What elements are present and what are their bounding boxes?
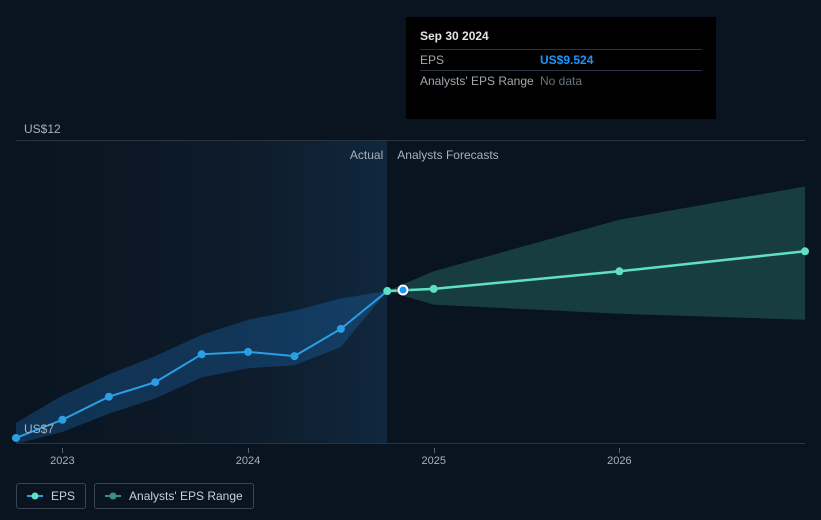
legend-label: Analysts' EPS Range [129,489,243,503]
x-tick [619,448,620,453]
x-axis: 2023202420252026 [16,448,805,462]
tooltip-row-range: Analysts' EPS Range No data [420,70,702,91]
tooltip-value: No data [540,74,582,88]
tooltip-row-eps: EPS US$9.524 [420,49,702,70]
x-axis-label: 2026 [607,455,631,467]
x-axis-line [16,443,805,444]
x-axis-label: 2024 [236,455,260,467]
x-axis-label: 2025 [421,455,445,467]
legend-swatch-eps [27,490,43,502]
tooltip-title: Sep 30 2024 [420,29,702,43]
tooltip-key: Analysts' EPS Range [420,74,540,88]
tooltip-key: EPS [420,53,540,67]
split-label-actual: Actual [337,148,383,162]
legend-item-eps[interactable]: EPS [16,483,86,509]
plot-area[interactable] [16,140,805,443]
x-tick [248,448,249,453]
x-tick [434,448,435,453]
legend: EPS Analysts' EPS Range [16,483,254,509]
x-axis-label: 2023 [50,455,74,467]
y-axis-label-top: US$12 [24,122,61,136]
tooltip: Sep 30 2024 EPS US$9.524 Analysts' EPS R… [406,17,716,119]
plot-svg [16,141,805,444]
tooltip-value: US$9.524 [540,53,593,67]
legend-label: EPS [51,489,75,503]
hover-marker [398,285,409,296]
y-axis-label-bottom: US$7 [24,422,54,436]
split-label-forecast: Analysts Forecasts [397,148,498,162]
legend-item-range[interactable]: Analysts' EPS Range [94,483,254,509]
x-tick [62,448,63,453]
legend-swatch-range [105,490,121,502]
